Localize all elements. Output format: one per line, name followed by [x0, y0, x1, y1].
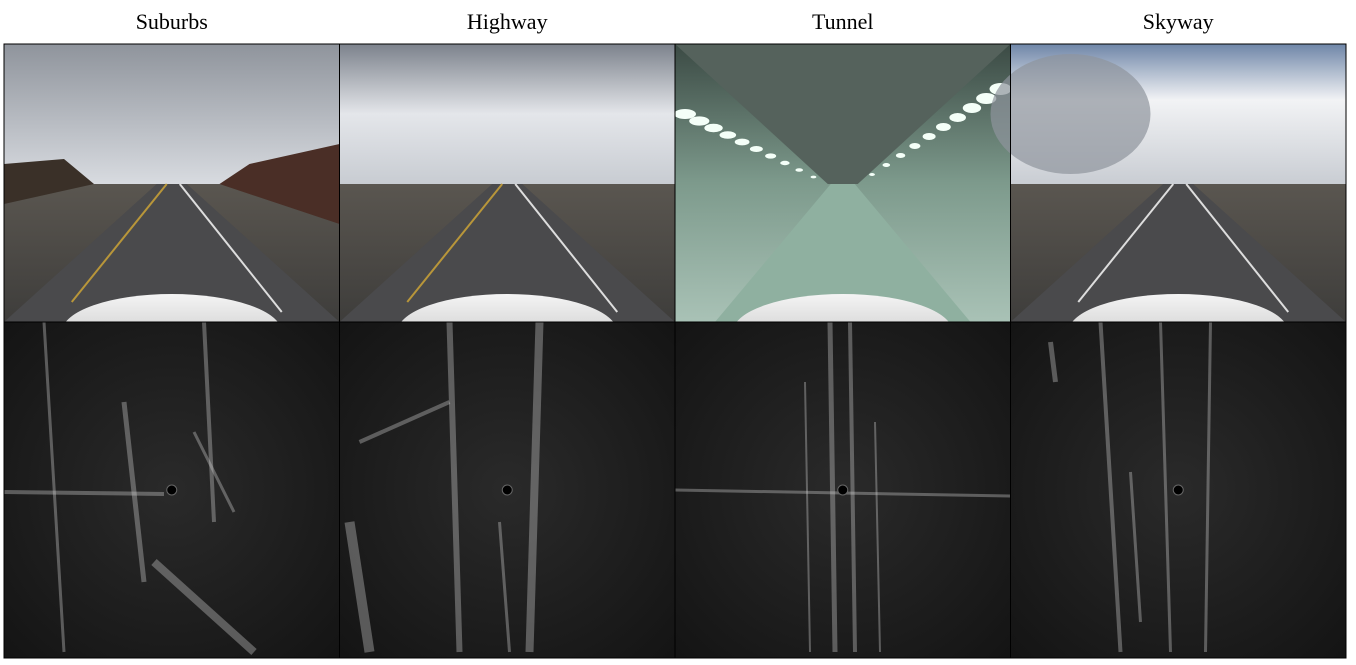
tunnel-light: [795, 168, 803, 172]
radar-return: [3, 490, 165, 496]
houses: [4, 159, 94, 204]
radar-center: [837, 484, 849, 496]
tunnel-light: [962, 103, 982, 113]
radar-image: [3, 321, 340, 659]
cloud: [990, 54, 1151, 174]
column-label: Skyway: [1143, 9, 1214, 34]
tunnel-light: [936, 123, 951, 131]
radar-return: [151, 559, 257, 655]
column: Tunnel: [674, 9, 1012, 659]
tunnel-light: [895, 153, 906, 158]
camera-image: [674, 43, 1012, 370]
radar-return: [1098, 321, 1123, 653]
tunnel-light: [922, 133, 936, 140]
road: [715, 184, 971, 322]
column: Highway: [339, 9, 676, 659]
radar-return: [827, 321, 838, 653]
tunnel-light: [976, 93, 997, 104]
radar-return: [192, 431, 236, 513]
radar-return: [42, 321, 66, 653]
lane-line: [406, 183, 504, 303]
radar-frame: [1010, 321, 1347, 659]
column-label: Tunnel: [812, 9, 874, 34]
column-label: Suburbs: [136, 9, 208, 34]
radar-image: [1010, 321, 1347, 659]
tunnel-light: [734, 138, 750, 146]
road: [339, 184, 675, 322]
lane-line: [178, 183, 283, 313]
tunnel-light: [882, 163, 891, 167]
radar-image: [674, 321, 1011, 659]
tunnel-light: [689, 116, 710, 126]
radar-return: [525, 321, 544, 653]
tunnel-light: [704, 123, 723, 133]
radar-return: [202, 321, 216, 523]
sky: [339, 44, 675, 184]
radar-return: [1048, 341, 1058, 383]
road: [1010, 184, 1346, 322]
radar-return: [874, 421, 881, 653]
road: [4, 184, 340, 322]
radar-return: [344, 521, 375, 653]
lane-line: [1077, 183, 1175, 303]
radar-center: [1172, 484, 1184, 496]
radar-return: [1204, 321, 1212, 653]
tunnel-light: [780, 160, 790, 166]
column: Skyway: [990, 9, 1347, 659]
tunnel-light: [749, 146, 763, 152]
radar-return: [1159, 321, 1172, 653]
camera-image: [990, 43, 1347, 370]
column-label: Highway: [467, 9, 548, 34]
tunnel-light: [674, 109, 696, 119]
radar-return: [1129, 471, 1142, 623]
houses: [219, 144, 340, 224]
column: Suburbs: [3, 9, 340, 659]
tunnel-light: [765, 153, 777, 159]
radar-center: [501, 484, 513, 496]
radar-return: [358, 400, 451, 444]
lane-line: [70, 183, 168, 303]
radar-return: [121, 401, 147, 583]
tunnel-light: [949, 113, 966, 122]
radar-return: [804, 381, 811, 653]
tunnel-light: [909, 143, 921, 149]
radar-center: [166, 484, 178, 496]
tunnel-light: [810, 175, 817, 179]
radar-return: [848, 321, 857, 653]
radar-return: [446, 321, 463, 653]
tunnel-ceiling: [675, 44, 1011, 184]
radar-return: [498, 521, 511, 653]
camera-image: [339, 43, 676, 370]
tunnel-light: [869, 173, 875, 176]
radar-image: [339, 321, 676, 659]
lane-line: [1185, 183, 1290, 313]
lane-line: [514, 183, 619, 313]
tunnel-light: [719, 131, 737, 139]
camera-image: [3, 43, 340, 370]
